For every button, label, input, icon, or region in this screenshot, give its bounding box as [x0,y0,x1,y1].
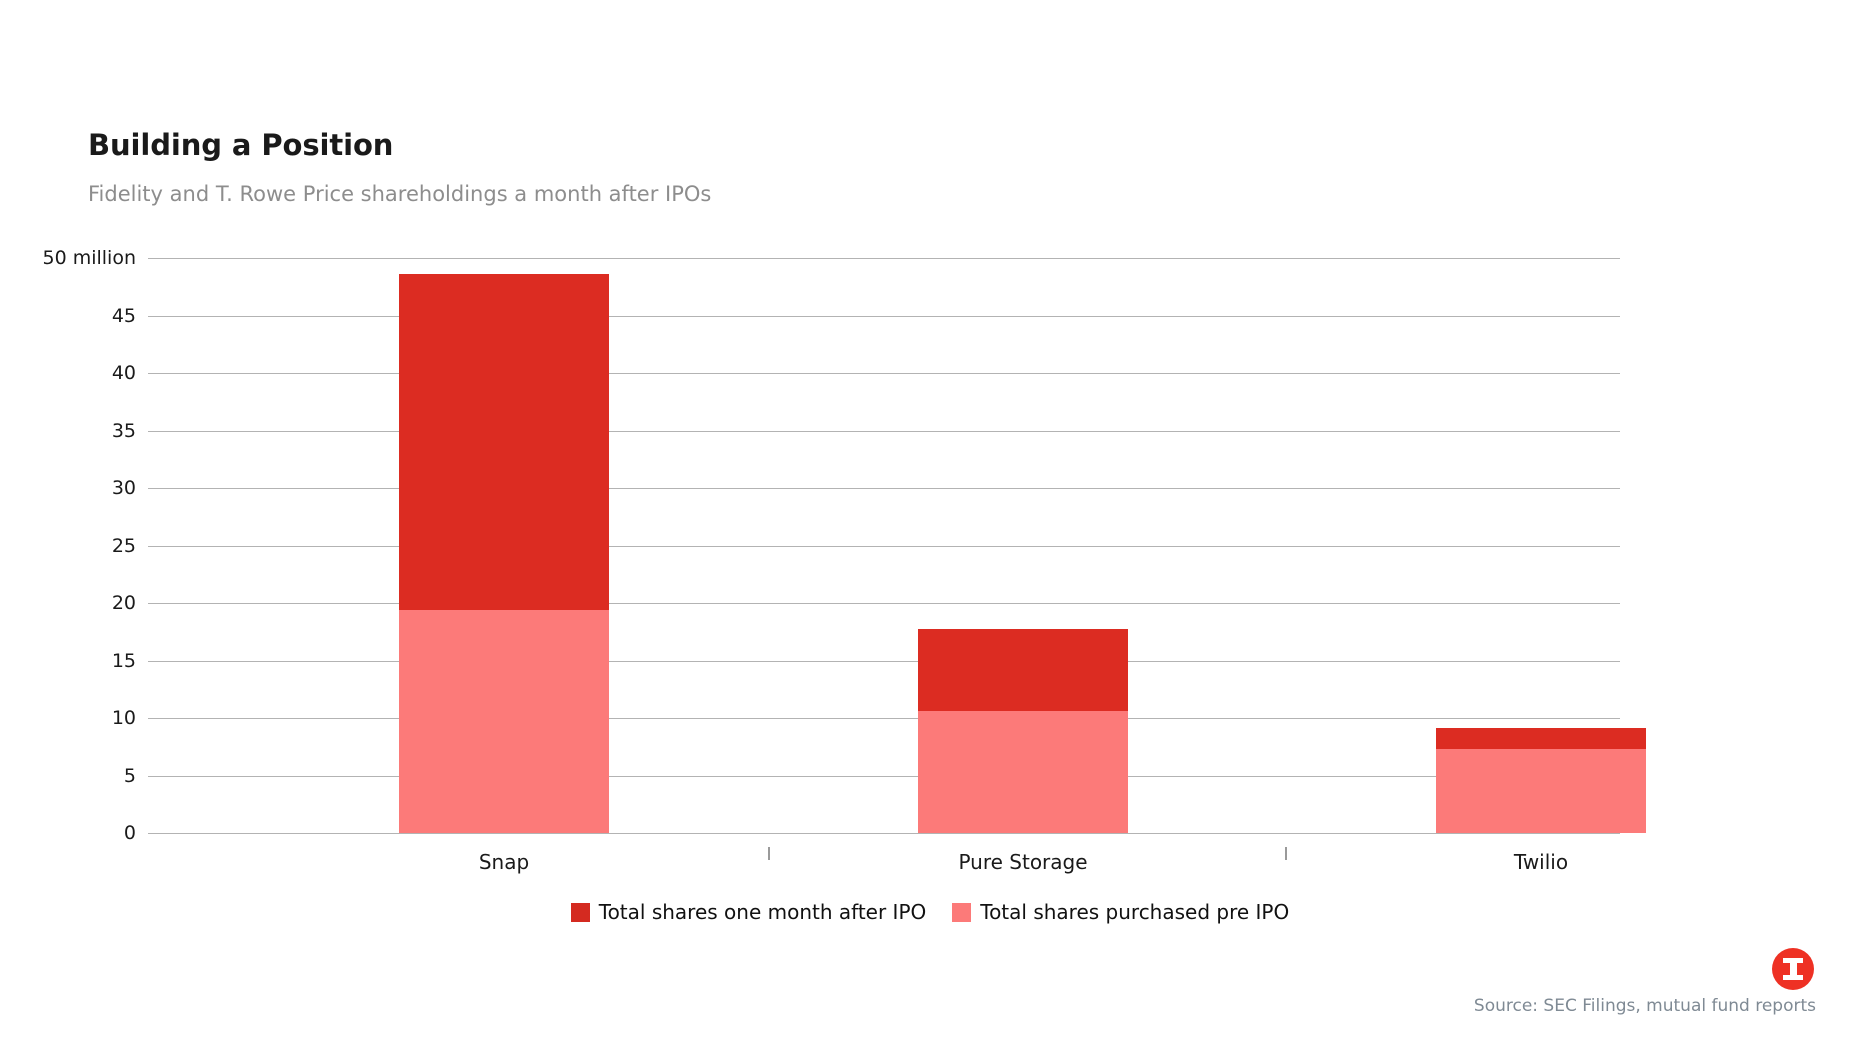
y-axis-tick-label: 45 [111,304,136,327]
x-axis-label-pure-storage: Pure Storage [958,850,1088,874]
gridline [148,430,1620,432]
gridline [148,488,1620,489]
gridline [148,775,1620,777]
legend-swatch-icon [570,902,590,922]
y-axis-tick-label: 15 [111,649,136,672]
legend-item[interactable]: Total shares purchased pre IPO [952,900,1289,924]
y-axis-tick-label: 0 [123,822,136,844]
y-axis-tick-label: 25 [111,534,136,557]
source-note: Source: SEC Filings, mutual fund reports [1473,996,1816,1016]
y-axis-tick-label: 40 [111,362,136,384]
y-axis-tick-label: 20 [111,592,136,614]
plot-area [148,258,1646,834]
gridline [148,315,1620,317]
bar-segment-after-ipo[interactable] [1436,728,1646,750]
bar-pure-storage[interactable] [918,629,1128,833]
bar-segment-pre-ipo[interactable] [918,711,1128,833]
gridline [148,718,1620,719]
logo-letter-i [1783,958,1803,980]
gridline [148,545,1620,547]
gridline [148,603,1620,604]
legend-swatch-icon [952,902,972,922]
bar-segment-pre-ipo[interactable] [399,609,609,833]
brand-logo-icon [1772,948,1814,990]
x-axis-label-twilio: Twilio [1513,850,1569,874]
y-axis: 0 5 10 15 20 25 30 35 40 45 50 million [0,247,136,844]
y-axis-tick-label: 10 [111,707,136,729]
bar-segment-after-ipo[interactable] [918,629,1128,712]
chart-subtitle: Fidelity and T. Rowe Price shareholdings… [88,182,712,206]
legend-item[interactable]: Total shares one month after IPO [570,900,927,924]
y-axis-tick-label: 5 [123,764,136,787]
gridline [148,258,1620,259]
y-axis-tick-label: 35 [111,419,136,442]
bar-twilio[interactable] [1436,728,1646,833]
y-axis-tick-label: 30 [111,477,136,499]
y-axis-tick-label: 50 million [42,247,136,269]
x-axis-separator-tick [768,847,770,860]
bar-snap[interactable] [399,274,609,833]
legend-label: Total shares one month after IPO [598,900,927,924]
gridline [148,373,1620,374]
x-axis-label-snap: Snap [478,850,530,874]
x-axis-separator-tick [1285,847,1287,860]
gridline [148,660,1620,662]
page-title: Building a Position [88,128,394,162]
legend-label: Total shares purchased pre IPO [980,900,1290,924]
gridline [148,833,1620,834]
bar-segment-after-ipo[interactable] [399,274,609,610]
chart-legend: Total shares one month after IPO Total sh… [0,900,1860,924]
bar-segment-pre-ipo[interactable] [1436,749,1646,833]
